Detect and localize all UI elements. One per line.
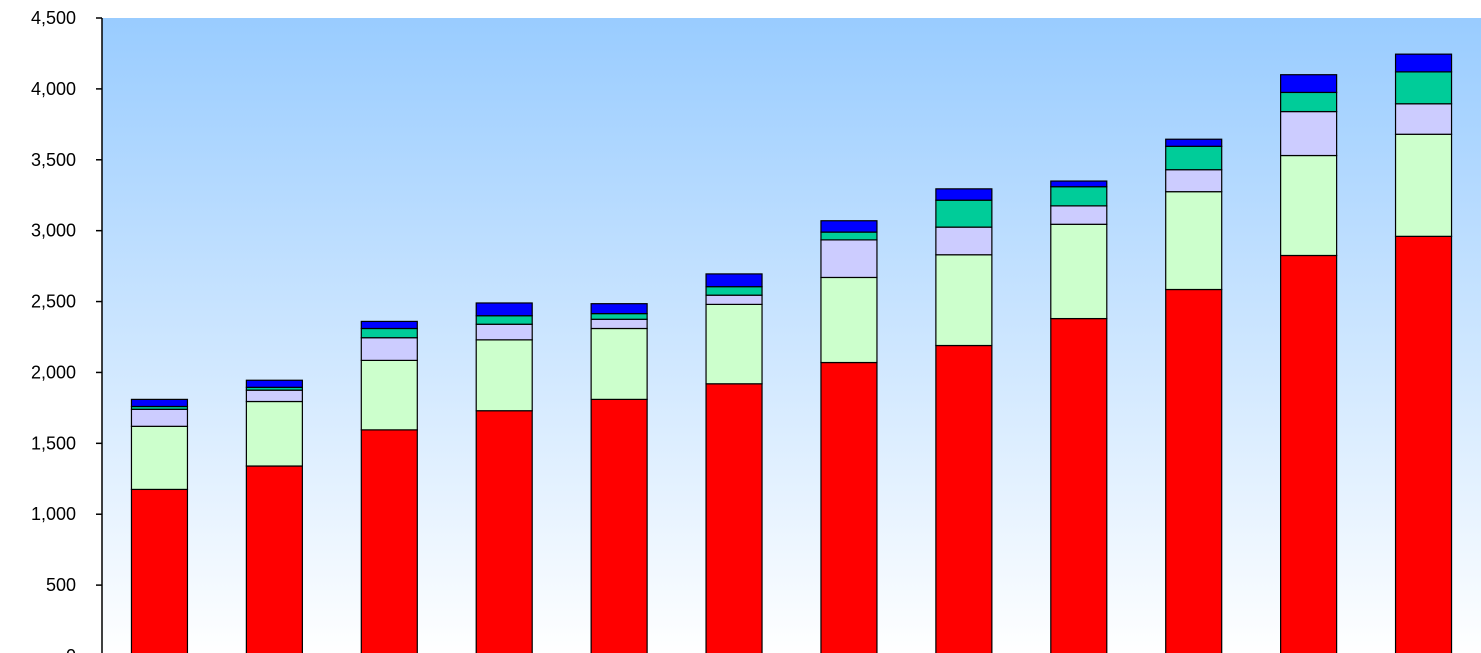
y-ticks-group: 0 500 1,000 1,500 2,000 2,500 3,000 3,500 4,000 4… (31, 8, 102, 653)
bar-segment-series-1-category-4 (475, 410, 533, 653)
bar-segment-series-4-category-6 (705, 286, 763, 296)
bar-segment-series-3-category-1 (130, 408, 189, 427)
bar-segment-series-1-category-6 (705, 383, 763, 653)
bar-segment-series-2-category-3 (360, 359, 418, 431)
bar-segment-series-2-category-5 (590, 327, 648, 400)
bar-segment-series-4-category-12 (1394, 71, 1453, 105)
bar-segment-series-3-category-6 (705, 294, 763, 305)
bar-segment-series-4-category-8 (935, 199, 993, 228)
bar-segment-series-2-category-2 (245, 400, 303, 467)
bar-segment-series-5-category-2 (245, 379, 303, 388)
bar-segment-series-1-category-2 (245, 465, 303, 653)
bar-segment-series-2-category-7 (820, 276, 878, 364)
bar-segment-series-1-category-5 (590, 398, 648, 653)
bar-segment-series-3-category-2 (245, 389, 303, 403)
y-tick-label: 0 (66, 646, 76, 653)
y-tick-label: 3,500 (31, 150, 76, 170)
bar-segment-series-3-category-9 (1050, 205, 1108, 225)
bar-segment-series-3-category-3 (360, 337, 418, 361)
bar-segment-series-2-category-4 (475, 339, 533, 412)
bar-segment-series-3-category-7 (820, 239, 878, 279)
bar-segment-series-1-category-7 (820, 361, 878, 653)
bar-segment-series-4-category-4 (475, 315, 533, 325)
bar-segment-series-4-category-9 (1050, 186, 1108, 207)
y-tick-label: 2,000 (31, 362, 76, 382)
bar-segment-series-2-category-9 (1050, 223, 1108, 320)
bar-segment-series-2-category-12 (1394, 133, 1453, 237)
bar-segment-series-2-category-10 (1165, 191, 1223, 291)
bar-segment-series-2-category-1 (130, 425, 189, 491)
bar-segment-series-2-category-8 (935, 254, 993, 347)
bar-segment-series-5-category-12 (1394, 53, 1453, 73)
bar-segment-series-5-category-8 (935, 188, 993, 201)
y-tick-label: 3,000 (31, 221, 76, 241)
y-tick-label: 1,000 (31, 504, 76, 524)
bar-segment-series-5-category-7 (820, 220, 878, 233)
bar-segment-series-3-category-5 (590, 318, 648, 330)
bar-segment-series-1-category-3 (360, 429, 418, 653)
bar-segment-series-5-category-4 (475, 302, 533, 317)
y-tick-label: 2,500 (31, 292, 76, 312)
bar-segment-series-4-category-10 (1165, 145, 1223, 171)
y-tick-label: 4,500 (31, 8, 76, 28)
bar-segment-series-5-category-5 (590, 303, 648, 315)
bar-segment-series-1-category-11 (1280, 254, 1338, 653)
bar-segment-series-5-category-9 (1050, 180, 1108, 188)
bar-segment-series-4-category-7 (820, 231, 878, 241)
bar-segment-series-2-category-6 (705, 303, 763, 385)
plot-area (102, 18, 1481, 653)
bar-segment-series-1-category-12 (1394, 235, 1453, 653)
bar-segment-series-1-category-9 (1050, 317, 1108, 653)
bar-segment-series-3-category-8 (935, 226, 993, 256)
bar-segment-series-1-category-8 (935, 344, 993, 653)
bar-segment-series-3-category-4 (475, 323, 533, 341)
bar-segment-series-1-category-1 (130, 488, 189, 653)
bar-segment-series-5-category-11 (1280, 74, 1338, 94)
bar-segment-series-5-category-1 (130, 398, 189, 408)
y-tick-label: 4,000 (31, 79, 76, 99)
bar-segment-series-5-category-10 (1165, 138, 1223, 147)
bar-segment-series-5-category-6 (705, 273, 763, 288)
bar-segment-series-4-category-11 (1280, 91, 1338, 113)
bar-segment-series-1-category-10 (1165, 288, 1223, 653)
bar-segment-series-3-category-10 (1165, 169, 1223, 193)
bar-segment-series-2-category-11 (1280, 154, 1338, 257)
bars-group (130, 53, 1453, 653)
y-tick-label: 500 (46, 575, 76, 595)
bar-segment-series-3-category-12 (1394, 103, 1453, 135)
bar-segment-series-3-category-11 (1280, 110, 1338, 157)
bar-segment-series-4-category-3 (360, 327, 418, 339)
bar-segment-series-4-category-5 (590, 313, 648, 320)
y-tick-label: 1,500 (31, 433, 76, 453)
bar-segment-series-5-category-3 (360, 320, 418, 330)
